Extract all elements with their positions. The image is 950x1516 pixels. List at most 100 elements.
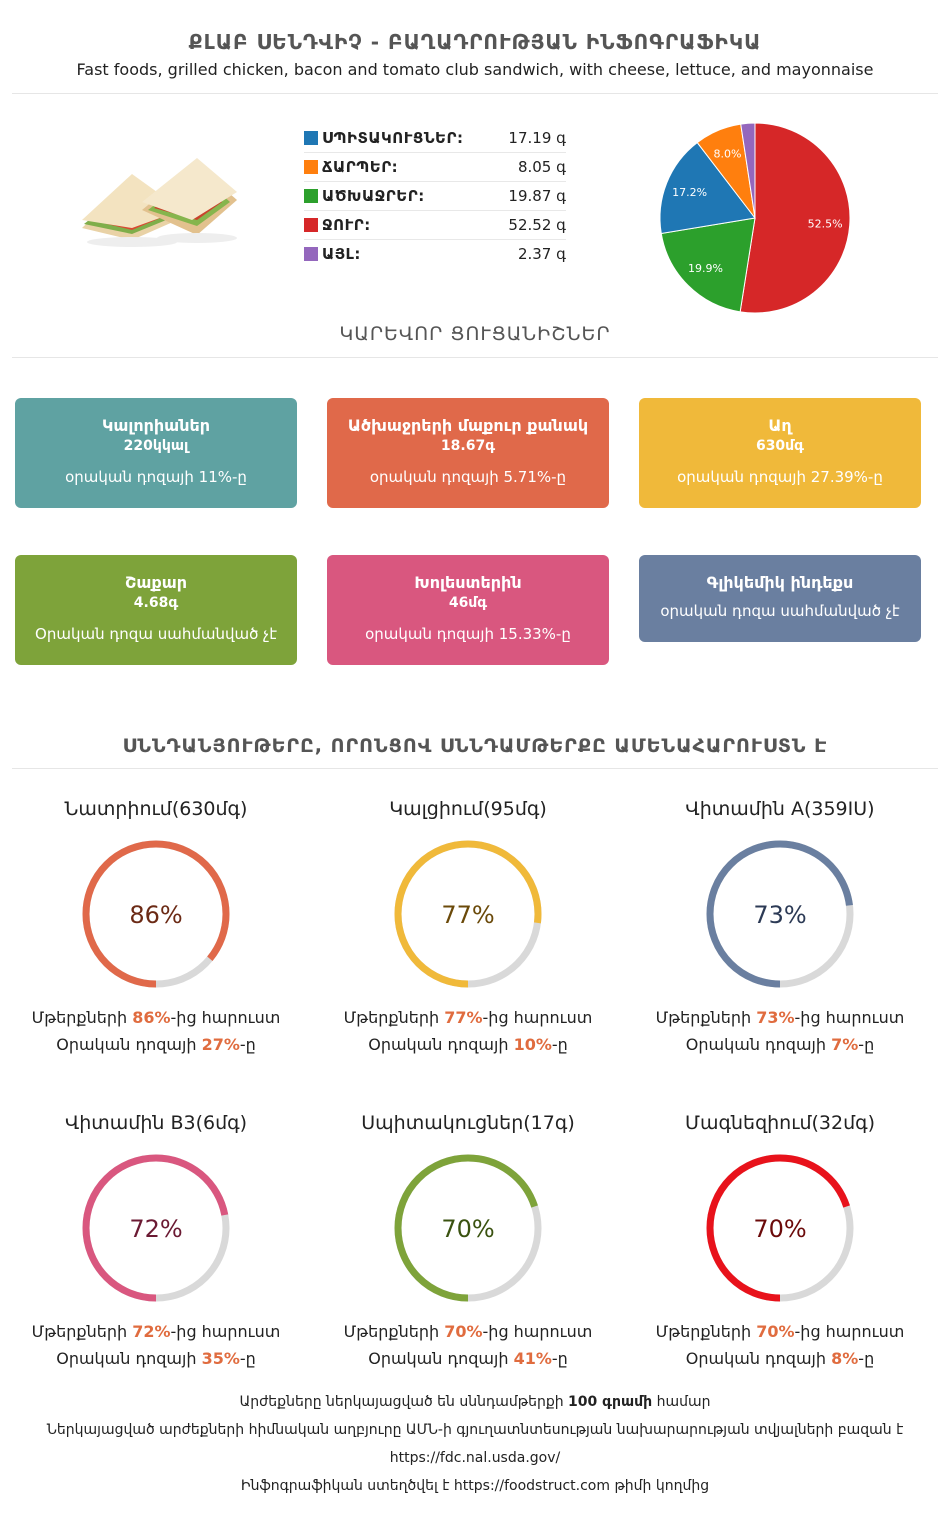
nutrient-daily-value: 10% (513, 1035, 552, 1054)
nutrient-rich-value: 73% (756, 1008, 795, 1027)
nutrient-text: Մթերքների (343, 1322, 445, 1341)
nutrient-richness: Մթերքների 70%-ից հարուստ (312, 1322, 624, 1341)
nutrient-title: Մագնեզիում(32մգ) (684, 1112, 876, 1134)
card-note: օրական դոզայի 11%-ը (65, 468, 247, 486)
nutrient-text: Օրական դոզայի (685, 1349, 832, 1368)
section-title-richest-nutrients: ՍՆՆԴԱՆՅՈՒԹԵՐԸ, ՈՐՈՆՑՈՎ ՍՆՆԴԱՄԹԵՐՔԸ ԱՄԵՆԱ… (122, 735, 828, 757)
nutrient-daily: Օրական դոզայի 10%-ը (312, 1035, 624, 1054)
legend-swatch (304, 247, 318, 261)
legend-value: 2.37 գ (517, 245, 566, 263)
nutrient-text: Մթերքների (655, 1008, 757, 1027)
nutrient-text: -ից հարուստ (482, 1322, 593, 1341)
legend-label: ՋՈՒՐ: (322, 216, 371, 234)
card-value: 220կկալ (123, 438, 189, 454)
legend-item-carbs: ԱԾԽԱՋՐԵՐ: 19.87 գ (304, 182, 566, 211)
card-value: 18.67գ (440, 438, 496, 454)
card-title: Կալորիաներ (101, 416, 211, 435)
legend-item-protein: ՍՊԻՏԱԿՈՒՑՆԵՐ: 17.19 գ (304, 124, 566, 153)
footer-note: Արժեքները ներկայացված են սննդամթերքի 100… (0, 1394, 950, 1410)
nutrient-rich-value: 77% (444, 1008, 483, 1027)
pie-slice (659, 141, 756, 235)
nutrient-richness: Մթերքների 70%-ից հարուստ (624, 1322, 936, 1341)
nutrient-text: -ը (551, 1349, 568, 1368)
ring-percent: 70% (441, 1215, 494, 1243)
nutrient-text: -ը (239, 1349, 256, 1368)
card-note: օրական դոզայի 27.39%-ը (677, 468, 883, 486)
nutrient-text: -ը (858, 1349, 875, 1368)
nutrient-block: Սպիտակուցներ(17գ) 70% Մթերքների 70%-ից հար… (312, 1112, 624, 1368)
nutrient-daily: Օրական դոզայի 8%-ը (624, 1349, 936, 1368)
nutrient-title: Կալցիում(95մգ) (389, 798, 547, 820)
card-note: օրական դոզա սահմանված չէ (660, 602, 900, 620)
nutrient-text: Մթերքների (31, 1008, 133, 1027)
nutrient-block: Մագնեզիում(32մգ) 70% Մթերքների 70%-ից հարո… (624, 1112, 936, 1368)
pie-slice (739, 122, 851, 314)
card-value: 46մգ (448, 595, 488, 611)
card-glycemic-index: Գլիկեմիկ ինդեքս օրական դոզա սահմանված չէ (639, 555, 921, 642)
card-note: օրական դոզայի 5.71%-ը (369, 468, 567, 486)
card-title: Աղ (768, 416, 792, 435)
divider (12, 357, 938, 358)
card-value: 4.68գ (133, 595, 179, 611)
nutrient-title: Սպիտակուցներ(17գ) (361, 1112, 575, 1134)
nutrient-title: Վիտամին B3(6մգ) (64, 1112, 248, 1134)
nutrient-rich-value: 70% (444, 1322, 483, 1341)
footer-usda-link[interactable]: https://fdc.nal.usda.gov/ (389, 1450, 561, 1466)
nutrient-rich-value: 70% (756, 1322, 795, 1341)
nutrient-richness: Մթերքների 72%-ից հարուստ (0, 1322, 312, 1341)
footer-text: Արժեքները ներկայացված են սննդամթերքի (239, 1394, 569, 1410)
nutrient-daily: Օրական դոզայի 27%-ը (0, 1035, 312, 1054)
card-net-carbs: Ածխաջրերի մաքուր քանակ 18.67գ օրական դոզ… (327, 398, 609, 508)
nutrient-title: Նատրիում(630մգ) (64, 798, 248, 820)
ring-progress (394, 840, 542, 988)
card-value: 630մգ (755, 438, 805, 454)
nutrient-text: -ից հարուստ (482, 1008, 593, 1027)
nutrient-text: Օրական դոզայի (368, 1035, 514, 1054)
card-note: օրական դոզայի 15.33%-ը (365, 625, 571, 643)
nutrient-ring: 72% (82, 1154, 230, 1302)
nutrient-daily-value: 35% (201, 1349, 240, 1368)
legend-label: ԱԾԽԱՋՐԵՐ: (322, 187, 425, 205)
nutrient-ring: 73% (706, 840, 854, 988)
ring-percent: 77% (441, 901, 494, 929)
legend-item-fat: ՃԱՐՊԵՐ: 8.05 գ (304, 153, 566, 182)
nutrient-text: Մթերքների (655, 1322, 757, 1341)
divider (12, 93, 938, 94)
nutrient-daily: Օրական դոզայի 35%-ը (0, 1349, 312, 1368)
legend-label: ՃԱՐՊԵՐ: (322, 158, 399, 176)
nutrient-rich-value: 72% (132, 1322, 171, 1341)
card-title: Շաքար (124, 573, 187, 592)
legend-value: 19.87 գ (508, 187, 566, 205)
nutrient-daily: Օրական դոզայի 7%-ը (624, 1035, 936, 1054)
nutrient-text: -ից հարուստ (170, 1322, 281, 1341)
nutrient-ring: 77% (394, 840, 542, 988)
legend-item-water: ՋՈՒՐ: 52.52 գ (304, 211, 566, 240)
card-cholesterol: Խոլեստերին 46մգ օրական դոզայի 15.33%-ը (327, 555, 609, 665)
pie-slice (660, 217, 756, 313)
footer-foodstruct-link[interactable]: https://foodstruct.com (453, 1478, 610, 1494)
legend-value: 8.05 գ (517, 158, 566, 176)
nutrient-block: Վիտամին B3(6մգ) 72% Մթերքների 72%-ից հարու… (0, 1112, 312, 1368)
nutrient-ring: 86% (82, 840, 230, 988)
nutrient-title: Վիտամին A(359IU) (685, 798, 875, 820)
footer-text: Ինֆոգրաֆիկան ստեղծվել է (240, 1478, 454, 1494)
nutrient-text: Օրական դոզայի (685, 1035, 832, 1054)
nutrient-block: Վիտամին A(359IU) 73% Մթերքների 73%-ից հարո… (624, 798, 936, 1054)
nutrient-daily-value: 27% (201, 1035, 240, 1054)
legend-label: ԱՅԼ: (322, 245, 361, 263)
macro-pie-chart: 52.5% 19.9% 17.2% 8.0% (659, 122, 851, 314)
nutrient-richness: Մթերքների 77%-ից հարուստ (312, 1008, 624, 1027)
ring-progress (706, 840, 854, 988)
nutrient-rich-value: 86% (132, 1008, 171, 1027)
ring-progress (394, 1154, 542, 1302)
page-title: ՔԼԱԲ ՍԵՆԴՎԻՉ - ԲԱՂԱԴՐՈՒԹՅԱՆ ԻՆՖՈԳՐԱՖԻԿԱ (188, 30, 762, 54)
ring-progress (82, 1154, 230, 1302)
card-calories: Կալորիաներ 220կկալ օրական դոզայի 11%-ը (15, 398, 297, 508)
ring-percent: 70% (753, 1215, 806, 1243)
sandwich-image (82, 158, 237, 247)
section-title-key-indicators: ԿԱՐԵՎՈՐ ՑՈՒՑԱՆԻՇՆԵՐ (339, 323, 611, 345)
nutrient-ring: 70% (706, 1154, 854, 1302)
nutrient-text: -ը (858, 1035, 875, 1054)
nutrient-text: Մթերքների (343, 1008, 445, 1027)
footer-text: թիմի կողմից (610, 1478, 710, 1494)
